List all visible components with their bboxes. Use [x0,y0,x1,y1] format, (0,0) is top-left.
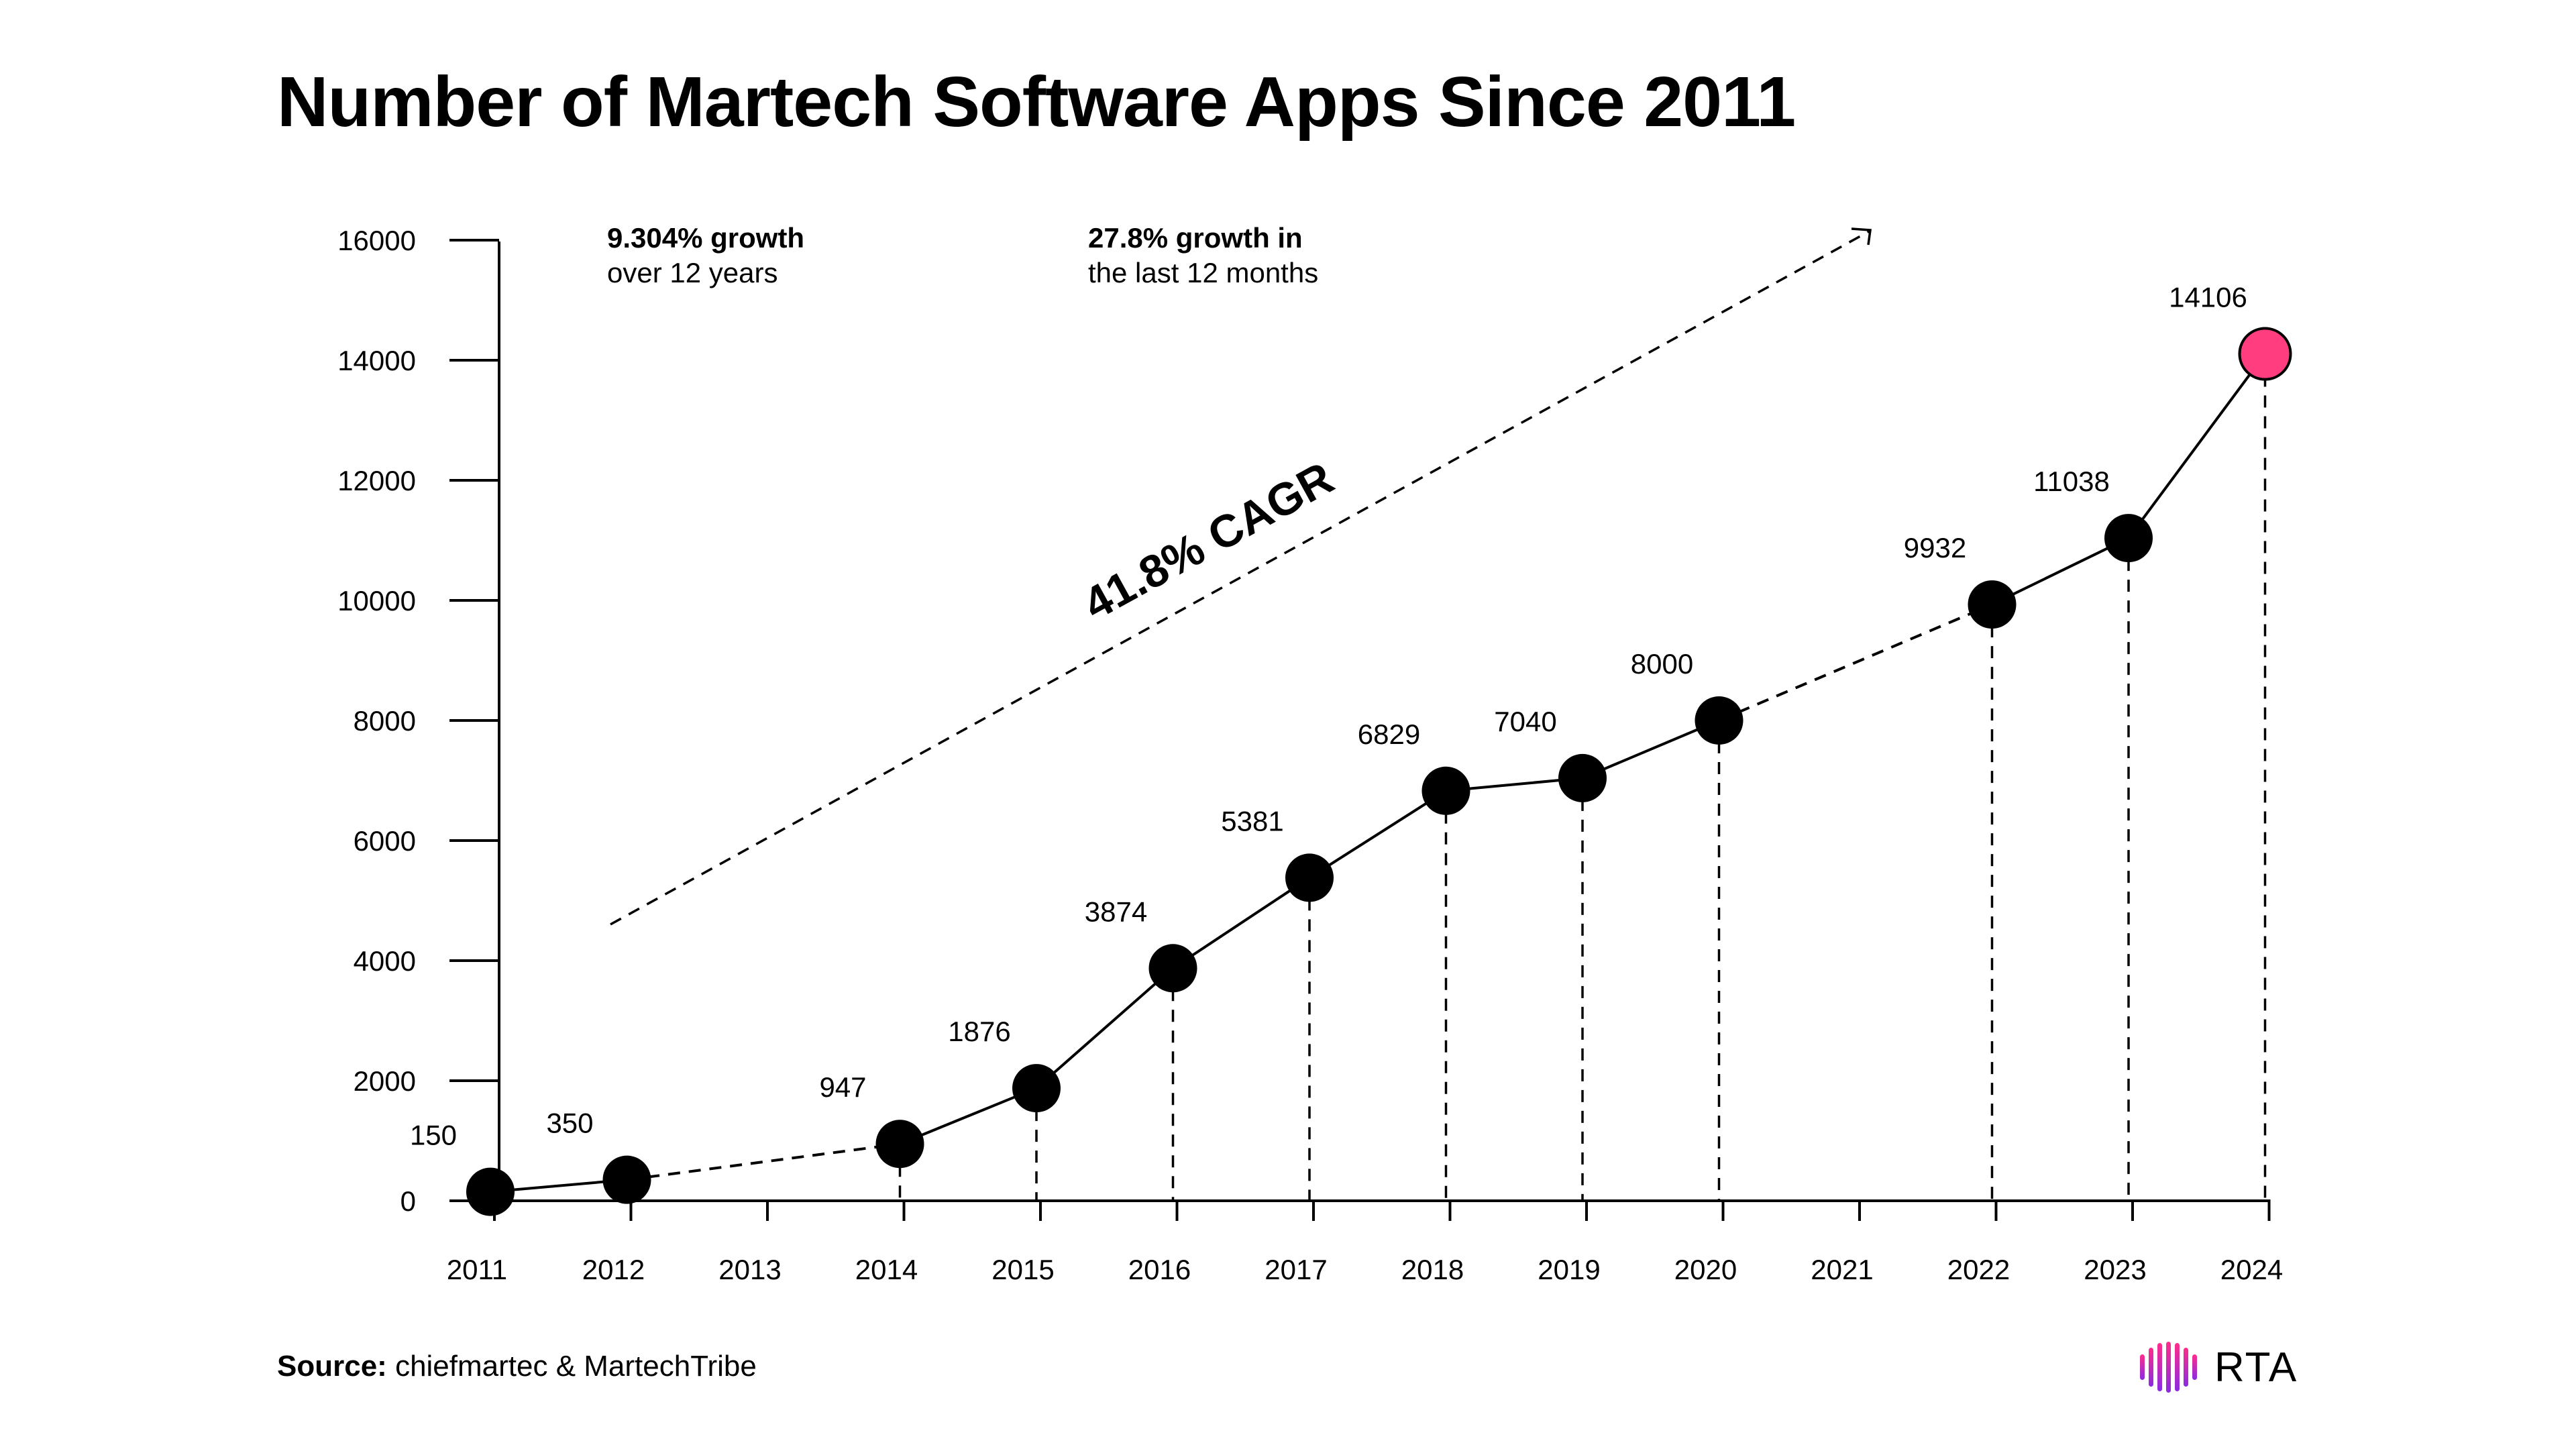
annotation-text: over 12 years [607,257,777,288]
trend-arrowhead-icon [1851,227,1872,246]
chart-title: Number of Martech Software Apps Since 20… [277,62,1796,142]
data-point [602,1155,651,1204]
x-tick-label: 2023 [2084,1254,2146,1285]
cagr-trend [610,227,1872,926]
annotation-bold: 27.8% growth in [1088,222,1303,254]
source-label: Source: [277,1350,387,1383]
data-label: 8000 [1631,648,1693,680]
series-segment [1308,790,1447,879]
data-label: 6829 [1358,718,1420,750]
series-segment [1582,719,1720,780]
series-segment [1172,876,1311,969]
data-point [1695,696,1743,745]
y-tick-label: 12000 [337,465,416,496]
data-label: 9932 [1904,532,1966,564]
source-note: Source: chiefmartec & MartechTribe [277,1350,757,1383]
y-tick-label: 10000 [337,585,416,616]
x-tick-label: 2011 [447,1254,507,1285]
logo-text: RTA [2214,1344,2298,1391]
x-tick-label: 2022 [1947,1254,2010,1285]
data-point [1558,753,1607,802]
x-tick-label: 2012 [582,1254,645,1285]
x-tick-label: 2014 [855,1254,918,1285]
annotation-bold: 9.304% growth [607,222,804,254]
data-point [466,1167,515,1216]
data-label: 14106 [2169,282,2247,313]
series-segment [1991,537,2129,606]
y-tick-label: 0 [400,1185,416,1217]
data-label: 947 [819,1071,866,1103]
series-segment-dashed [1718,603,1993,722]
y-tick-label: 4000 [354,945,416,977]
data-label: 5381 [1221,805,1283,837]
data-label: 7040 [1494,706,1556,737]
data-label: 350 [546,1108,593,1139]
tick-labels: 0 2000 4000 6000 8000 10000 12000 14000 16000 201… [337,225,2283,1285]
x-tick-label: 2021 [1811,1254,1873,1285]
x-tick-label: 2017 [1265,1254,1327,1285]
x-tick-label: 2019 [1538,1254,1600,1285]
x-tick-label: 2016 [1128,1254,1191,1285]
x-tick-label: 2015 [991,1254,1054,1285]
trend-line [610,230,1870,926]
axes [449,239,2271,1221]
source-text: chiefmartec & MartechTribe [395,1350,757,1383]
data-label: 150 [410,1120,457,1151]
x-tick-label: 2013 [718,1254,781,1285]
data-point [2104,514,2153,563]
y-tick-label: 2000 [354,1065,416,1097]
rta-logo: RTA [2140,1342,2298,1393]
data-label: 3874 [1085,896,1147,927]
annotation-text: the last 12 months [1088,257,1318,288]
data-labels: 150 350 947 1876 3874 5381 6829 7040 8000 9932 110… [410,282,2247,1151]
y-tick-label: 6000 [354,825,416,857]
x-tick-label: 2018 [1401,1254,1464,1285]
drop-lines [898,354,2267,1201]
data-point [1148,944,1197,993]
series-line [490,353,2267,1193]
x-tick-label: 2020 [1674,1254,1737,1285]
series-segment [1035,967,1174,1089]
data-point-highlight [2238,327,2292,381]
data-point [1968,580,2017,629]
series-segment-dashed [627,1142,900,1181]
annotation-cagr: 41.8% CAGR [1075,452,1342,630]
y-tick-label: 8000 [354,705,416,737]
series-segment [2127,353,2267,539]
y-tick-label: 14000 [337,345,416,376]
data-point [1285,853,1334,902]
data-point [1012,1064,1061,1113]
data-point [1421,766,1470,815]
logo-mark-icon [2140,1342,2197,1393]
data-points [466,327,2292,1216]
data-point [875,1120,924,1169]
data-label: 1876 [948,1016,1010,1047]
data-label: 11038 [2033,466,2110,497]
series-segment [899,1087,1037,1146]
x-tick-label: 2024 [2220,1254,2283,1285]
y-tick-label: 16000 [337,225,416,256]
